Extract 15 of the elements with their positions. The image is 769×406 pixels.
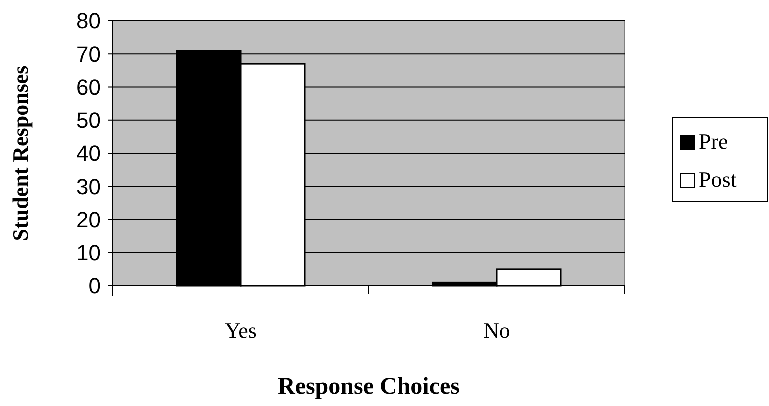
y-tick-label: 60 [76, 74, 101, 100]
legend-label: Post [699, 167, 737, 192]
legend-label: Pre [699, 129, 728, 154]
x-tick-label: Yes [224, 318, 258, 343]
x-axis-title: Response Choices [278, 374, 460, 400]
y-tick-label: 50 [76, 108, 101, 134]
y-tick-label: 10 [76, 240, 101, 266]
y-tick-label: 30 [76, 174, 101, 200]
x-tick-label: No [484, 318, 510, 343]
y-tick-label: 40 [76, 141, 101, 166]
y-axis-title: Student Responses [8, 65, 33, 242]
y-tick-label: 20 [76, 207, 101, 232]
y-tick-label: 70 [76, 42, 101, 67]
y-tick-label: 80 [76, 8, 101, 34]
y-tick-label: 0 [88, 274, 101, 299]
